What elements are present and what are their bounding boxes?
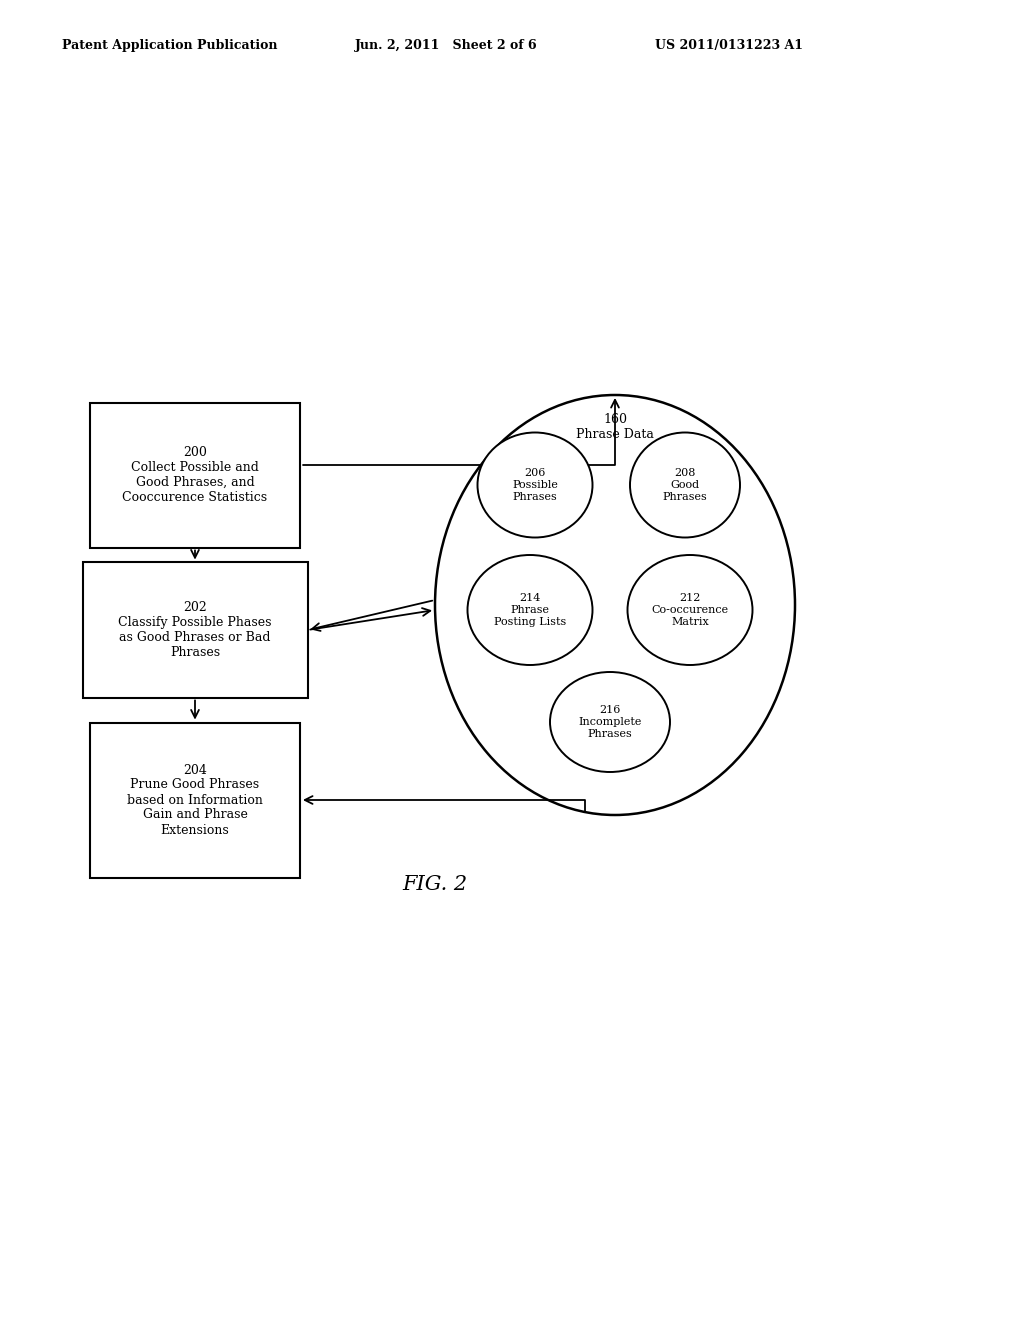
FancyBboxPatch shape <box>90 403 300 548</box>
Text: 208
Good
Phrases: 208 Good Phrases <box>663 469 708 502</box>
Ellipse shape <box>628 554 753 665</box>
Text: 206
Possible
Phrases: 206 Possible Phrases <box>512 469 558 502</box>
Text: 202
Classify Possible Phases
as Good Phrases or Bad
Phrases: 202 Classify Possible Phases as Good Phr… <box>118 601 271 659</box>
Text: 212
Co-occurence
Matrix: 212 Co-occurence Matrix <box>651 594 728 627</box>
Text: 204
Prune Good Phrases
based on Information
Gain and Phrase
Extensions: 204 Prune Good Phrases based on Informat… <box>127 763 263 837</box>
Text: Jun. 2, 2011   Sheet 2 of 6: Jun. 2, 2011 Sheet 2 of 6 <box>355 38 538 51</box>
Ellipse shape <box>630 433 740 537</box>
Text: 200
Collect Possible and
Good Phrases, and
Cooccurence Statistics: 200 Collect Possible and Good Phrases, a… <box>123 446 267 504</box>
Text: 160
Phrase Data: 160 Phrase Data <box>577 413 654 441</box>
Text: US 2011/0131223 A1: US 2011/0131223 A1 <box>655 38 803 51</box>
Text: 214
Phrase
Posting Lists: 214 Phrase Posting Lists <box>494 594 566 627</box>
FancyBboxPatch shape <box>83 562 307 697</box>
Ellipse shape <box>468 554 593 665</box>
Ellipse shape <box>477 433 593 537</box>
Ellipse shape <box>435 395 795 814</box>
Ellipse shape <box>550 672 670 772</box>
FancyBboxPatch shape <box>90 722 300 878</box>
Text: 216
Incomplete
Phrases: 216 Incomplete Phrases <box>579 705 642 739</box>
Text: FIG. 2: FIG. 2 <box>402 875 468 895</box>
Text: Patent Application Publication: Patent Application Publication <box>62 38 278 51</box>
